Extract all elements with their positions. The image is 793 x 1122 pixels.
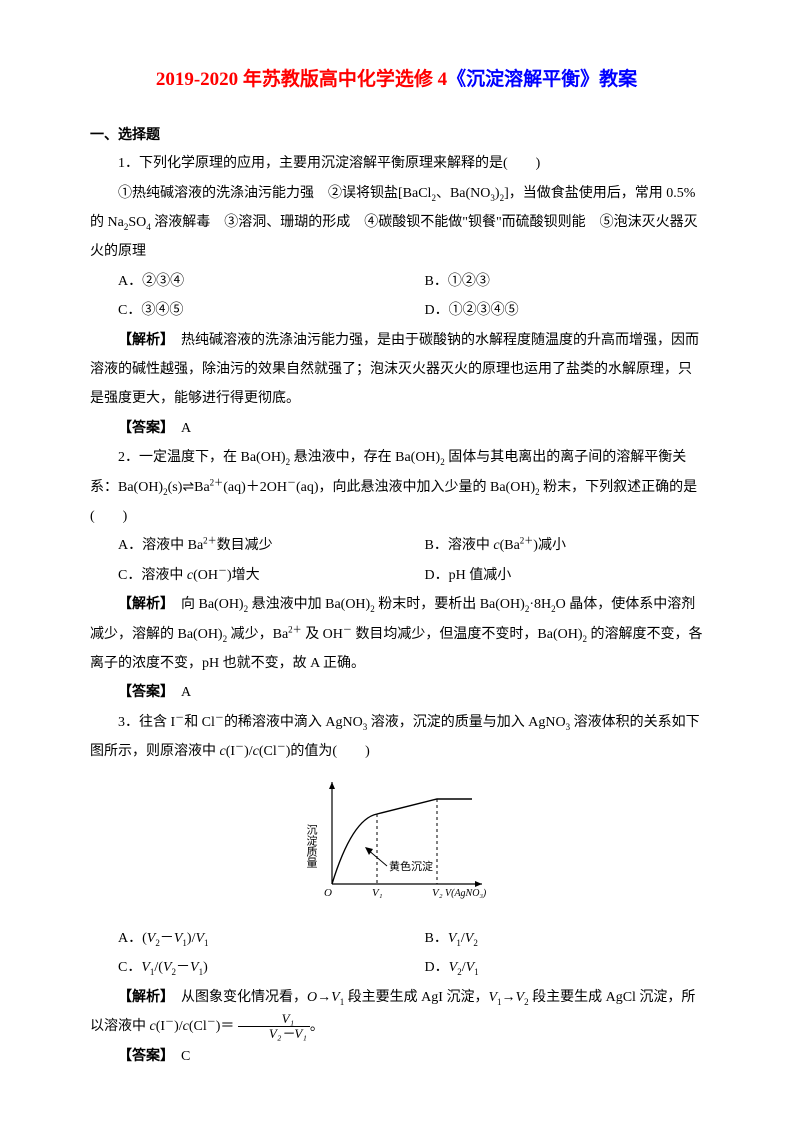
q2-answer: 【答案】 A xyxy=(90,678,703,707)
q1-optB: B．①②③ xyxy=(397,267,704,296)
section-heading: 一、选择题 xyxy=(90,120,703,149)
chart-svg: 沉淀质量 黄色沉淀 O V₁ V₂ V(AgNO₃) xyxy=(297,774,497,904)
q3-options-row1: A．(V2－V1)/V1 B．V1/V2 xyxy=(90,924,703,953)
q3-optC: C．V1/(V2－V1) xyxy=(90,953,397,982)
q2-optD: D．pH 值减小 xyxy=(397,561,704,590)
q3-analysis: 【解析】 从图象变化情况看，O→V1 段主要生成 AgI 沉淀，V1→V2 段主… xyxy=(90,983,703,1042)
q3-chart: 沉淀质量 黄色沉淀 O V₁ V₂ V(AgNO₃) xyxy=(90,774,703,915)
q3-optB: B．V1/V2 xyxy=(397,924,704,953)
q3-optA: A．(V2－V1)/V1 xyxy=(90,924,397,953)
q1-optC: C．③④⑤ xyxy=(90,296,397,325)
q2-optC: C．溶液中 c(OH－)增大 xyxy=(90,561,397,590)
chart-v2: V₂ xyxy=(432,887,443,899)
q1-optA: A．②③④ xyxy=(90,267,397,296)
q3-stem: 3．往含 I－和 Cl－的稀溶液中滴入 AgNO3 溶液，沉淀的质量与加入 Ag… xyxy=(90,708,703,767)
q1-stem: 1．下列化学原理的应用，主要用沉淀溶解平衡原理来解释的是( ) xyxy=(90,149,703,178)
q2-stem: 2．一定温度下，在 Ba(OH)2 悬浊液中，存在 Ba(OH)2 固体与其电离… xyxy=(90,443,703,531)
q3-answer: 【答案】 C xyxy=(90,1042,703,1071)
q2-analysis: 【解析】 向 Ba(OH)2 悬浊液中加 Ba(OH)2 粉末时，要析出 Ba(… xyxy=(90,590,703,678)
chart-annotation: 黄色沉淀 xyxy=(389,859,433,873)
q2-options-row2: C．溶液中 c(OH－)增大 D．pH 值减小 xyxy=(90,561,703,590)
title-part2: 《沉淀溶解平衡》教案 xyxy=(447,69,637,90)
analysis-label: 【解析】 xyxy=(118,990,167,1005)
q2-optB: B．溶液中 c(Ba2＋)减小 xyxy=(397,531,704,560)
page-title: 2019-2020 年苏教版高中化学选修 4《沉淀溶解平衡》教案 xyxy=(90,60,703,100)
chart-origin: O xyxy=(324,887,332,899)
chart-xlabel: V(AgNO₃) xyxy=(445,888,487,899)
answer-label: 【答案】 xyxy=(118,421,167,436)
q2-options-row1: A．溶液中 Ba2＋数目减少 B．溶液中 c(Ba2＋)减小 xyxy=(90,531,703,560)
fraction: V₁ V₂－V₁ xyxy=(238,1012,310,1042)
q3-optD: D．V2/V1 xyxy=(397,953,704,982)
title-part1: 2019-2020 年苏教版高中化学选修 4 xyxy=(156,69,447,90)
q1-detail: ①热纯碱溶液的洗涤油污能力强 ②误将钡盐[BaCl2、Ba(NO3)2]，当做食… xyxy=(90,179,703,267)
chart-v1: V₁ xyxy=(372,887,383,899)
q3-options-row2: C．V1/(V2－V1) D．V2/V1 xyxy=(90,953,703,982)
answer-label: 【答案】 xyxy=(118,1049,167,1064)
answer-label: 【答案】 xyxy=(118,685,167,700)
q1-optD: D．①②③④⑤ xyxy=(397,296,704,325)
analysis-label: 【解析】 xyxy=(118,333,167,348)
chart-ylabel: 沉淀质量 xyxy=(305,824,318,868)
q1-answer: 【答案】 A xyxy=(90,414,703,443)
document-page: 2019-2020 年苏教版高中化学选修 4《沉淀溶解平衡》教案 一、选择题 1… xyxy=(0,0,793,1122)
q1-analysis: 【解析】 热纯碱溶液的洗涤油污能力强，是由于碳酸钠的水解程度随温度的升高而增强，… xyxy=(90,326,703,414)
q2-optA: A．溶液中 Ba2＋数目减少 xyxy=(90,531,397,560)
analysis-label: 【解析】 xyxy=(118,597,167,612)
q1-options-row1: A．②③④ B．①②③ xyxy=(90,267,703,296)
q1-options-row2: C．③④⑤ D．①②③④⑤ xyxy=(90,296,703,325)
